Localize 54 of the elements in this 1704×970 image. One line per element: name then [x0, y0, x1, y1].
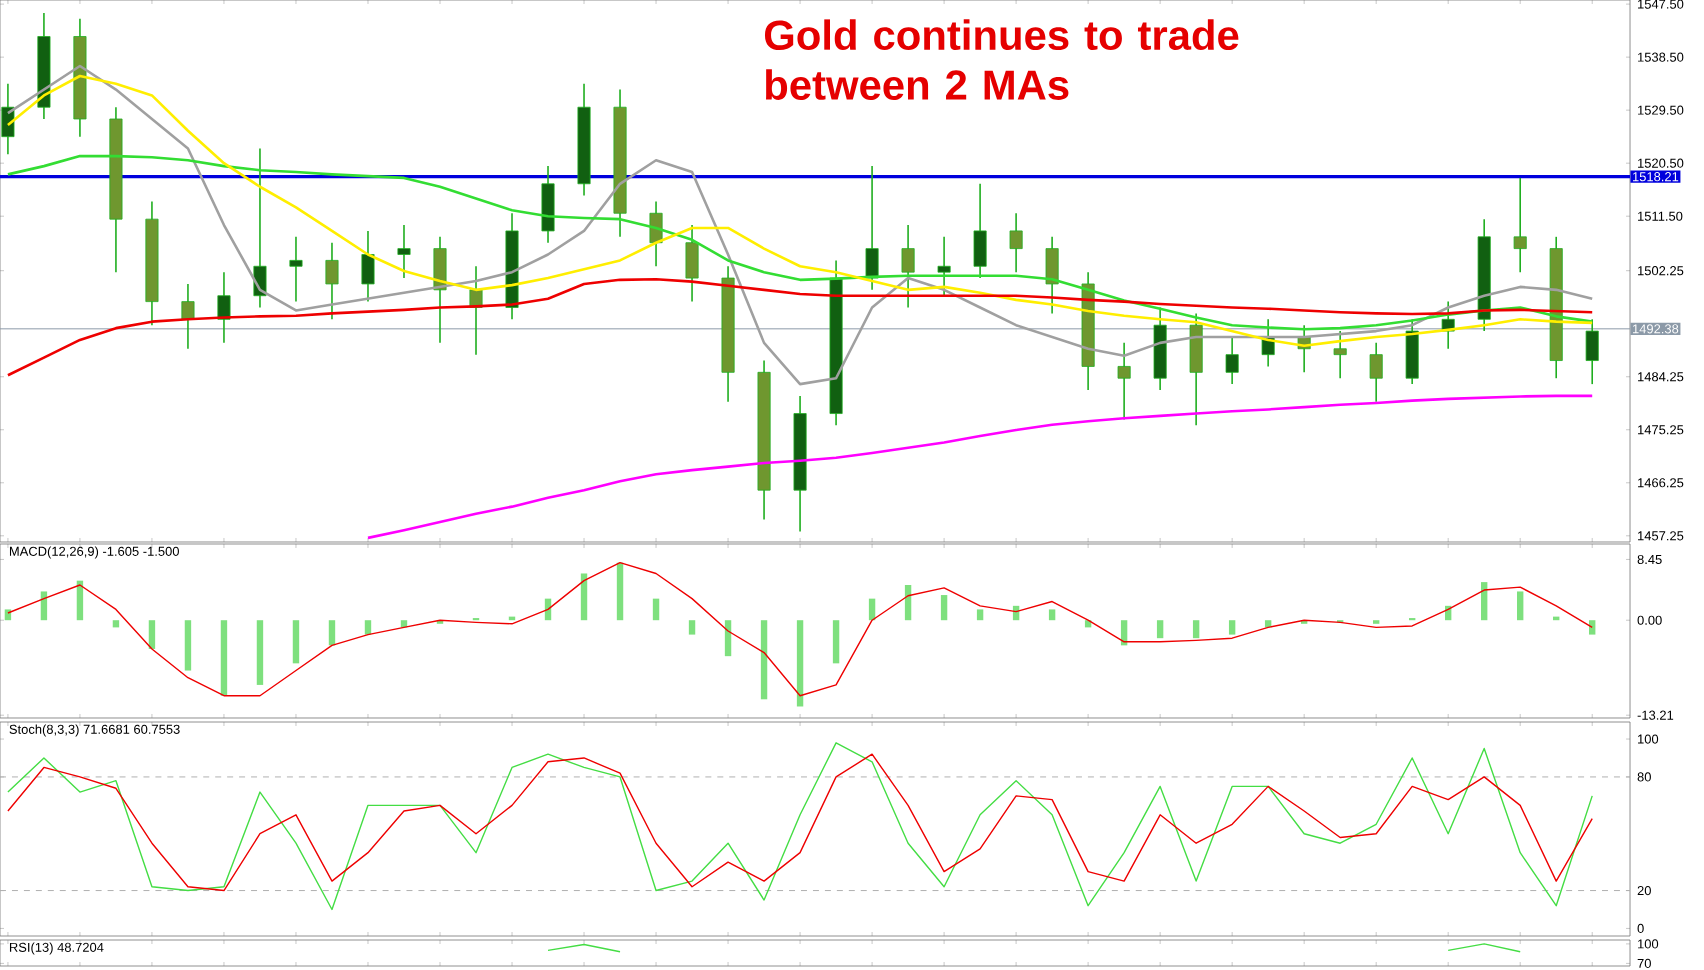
bar [796, 620, 804, 707]
line-series [7, 753, 1593, 892]
bar [1192, 620, 1200, 639]
bar [1589, 620, 1596, 635]
bar [1156, 620, 1164, 639]
candlestick [901, 224, 915, 309]
candlestick [217, 271, 231, 344]
candlestick [1513, 177, 1527, 273]
bar [148, 620, 156, 649]
candlestick [685, 224, 699, 303]
candlestick [1333, 330, 1347, 380]
bar [688, 620, 696, 635]
bar [1516, 591, 1524, 621]
bar [184, 620, 192, 671]
candlestick [181, 283, 195, 350]
bar [328, 620, 336, 646]
bar [1228, 620, 1236, 635]
bar [652, 598, 660, 621]
candlestick [937, 236, 951, 297]
candlestick [1585, 318, 1599, 385]
bar [220, 620, 228, 696]
bar [1048, 609, 1056, 621]
candlestick [865, 165, 879, 291]
bar [760, 620, 768, 700]
candlestick [1369, 342, 1383, 403]
text: Gold continues to trade between 2 MAs [764, 19, 1239, 100]
bar [976, 609, 984, 621]
candlestick [973, 183, 987, 279]
candlestick [541, 165, 555, 244]
bar [832, 620, 840, 664]
candlestick [253, 147, 267, 309]
bar [40, 591, 48, 621]
bar [616, 562, 624, 621]
candlestick [1405, 318, 1419, 385]
bar [940, 595, 948, 621]
candlestick [1189, 312, 1203, 427]
candlestick [325, 241, 339, 321]
candlestick [1009, 212, 1023, 273]
bar [580, 573, 588, 621]
candlestick [433, 236, 447, 344]
candlestick [1045, 236, 1059, 315]
candlestick [1, 82, 15, 156]
bar [904, 584, 912, 621]
candlestick [361, 230, 375, 303]
bar [364, 620, 372, 635]
candlestick [397, 224, 411, 279]
candlestick [289, 236, 303, 303]
candlestick [1117, 342, 1131, 421]
bar [256, 620, 264, 685]
bar [112, 620, 120, 628]
bar [724, 620, 732, 657]
bar [292, 620, 300, 664]
candlestick [1225, 336, 1239, 385]
line-series [7, 561, 1593, 697]
